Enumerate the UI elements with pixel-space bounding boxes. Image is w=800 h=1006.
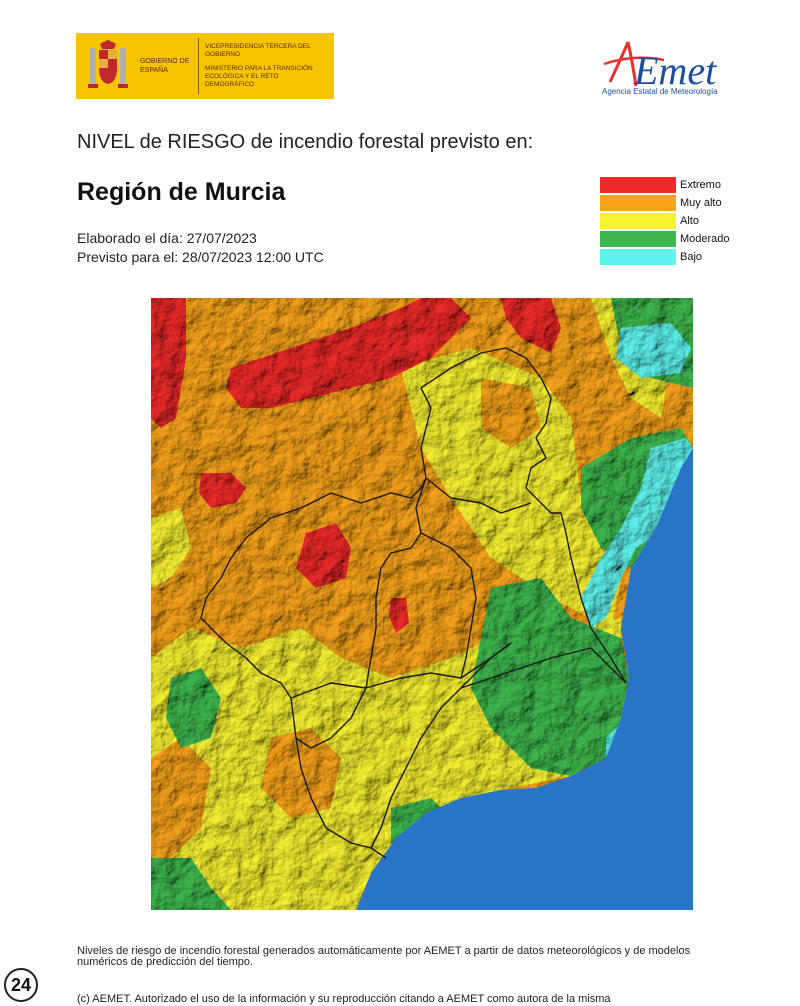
gov-ministry: MINISTERIO PARA LA TRANSICIÓN ECOLÓGICA … <box>205 65 313 88</box>
risk-legend: Extremo Muy alto Alto Moderado Bajo <box>600 176 730 266</box>
legend-label: Moderado <box>680 233 730 245</box>
legend-label: Muy alto <box>680 197 722 209</box>
gov-left-text: GOBIERNO DE ESPAÑA <box>140 58 190 74</box>
gov-ministry-block: VICEPRESIDENCIA TERCERA DEL GOBIERNO MIN… <box>205 43 325 89</box>
region-title: Región de Murcia <box>77 178 286 206</box>
legend-item-alto: Alto <box>600 212 730 230</box>
forecast-date: Previsto para el: 28/07/2023 12:00 UTC <box>77 249 324 265</box>
gov-vicepresidency: VICEPRESIDENCIA TERCERA DEL GOBIERNO <box>205 43 311 58</box>
legend-label: Extremo <box>680 179 721 191</box>
elaborated-date: Elaborado el día: 27/07/2023 <box>77 230 257 246</box>
svg-text:Emet: Emet <box>633 48 717 93</box>
legend-label: Alto <box>680 215 699 227</box>
legend-swatch <box>600 177 676 193</box>
legend-item-extremo: Extremo <box>600 176 730 194</box>
aemet-subtitle: Agencia Estatal de Meteorología <box>602 87 718 96</box>
footnote: Niveles de riesgo de incendio forestal g… <box>77 945 691 968</box>
aemet-logo: Emet <box>603 41 717 93</box>
legend-item-muy-alto: Muy alto <box>600 194 730 212</box>
legend-swatch <box>600 249 676 265</box>
legend-swatch <box>600 213 676 229</box>
coat-of-arms-icon <box>88 40 128 88</box>
gov-divider <box>198 38 199 94</box>
risk-zones <box>151 298 693 910</box>
government-logo: GOBIERNO DE ESPAÑA VICEPRESIDENCIA TERCE… <box>76 33 334 99</box>
legend-item-moderado: Moderado <box>600 230 730 248</box>
legend-label: Bajo <box>680 251 703 263</box>
legend-swatch <box>600 231 676 247</box>
source-badge: 24 <box>4 968 38 1002</box>
page-heading: NIVEL de RIESGO de incendio forestal pre… <box>77 131 534 153</box>
legend-swatch <box>600 195 676 211</box>
copyright-notice: (c) AEMET. Autorizado el uso de la infor… <box>77 993 611 1005</box>
legend-item-bajo: Bajo <box>600 248 730 266</box>
fire-risk-map <box>151 298 693 910</box>
district-borders <box>200 347 627 859</box>
